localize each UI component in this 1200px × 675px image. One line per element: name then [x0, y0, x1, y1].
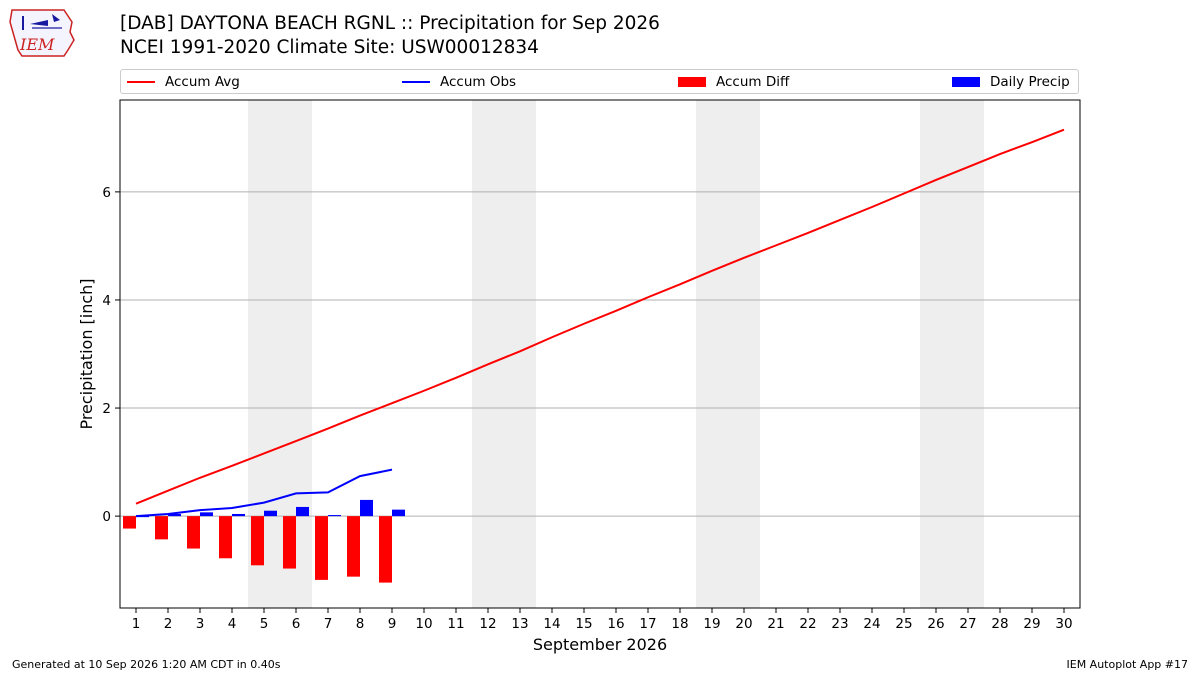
- footer-generated: Generated at 10 Sep 2026 1:20 AM CDT in …: [12, 658, 281, 671]
- accum-diff-bar: [219, 516, 232, 559]
- x-tick-label: 25: [895, 616, 912, 632]
- x-tick-label: 4: [228, 616, 237, 632]
- x-tick-label: 27: [959, 616, 976, 632]
- daily-precip-bar: [360, 499, 373, 517]
- y-tick-label: 4: [102, 293, 111, 309]
- chart-legend: Accum Avg Accum Obs Accum Diff Daily Pre…: [120, 69, 1079, 94]
- legend-swatch: [952, 77, 980, 87]
- x-tick-label: 16: [607, 616, 624, 632]
- x-tick-label: 2: [164, 616, 173, 632]
- accum-diff-bar: [187, 516, 200, 549]
- legend-item-accum-diff: Accum Diff: [678, 73, 789, 91]
- x-tick-label: 9: [388, 616, 397, 632]
- legend-item-accum-obs: Accum Obs: [402, 73, 516, 91]
- legend-label: Accum Obs: [440, 74, 517, 90]
- x-tick-label: 3: [196, 616, 205, 632]
- x-tick-label: 13: [511, 616, 528, 632]
- x-tick-label: 26: [927, 616, 944, 632]
- accum-obs-line: [135, 468, 393, 518]
- x-tick-label: 18: [671, 616, 688, 632]
- daily-precip-bar: [392, 509, 405, 517]
- x-tick-label: 6: [292, 616, 301, 632]
- accum-diff-bar: [251, 516, 264, 566]
- x-tick-label: 22: [799, 616, 816, 632]
- x-tick-label: 8: [356, 616, 365, 632]
- daily-precip-bar: [168, 513, 181, 517]
- daily-precip-bar: [200, 512, 213, 517]
- x-tick-label: 19: [703, 616, 720, 632]
- accum-diff-bar: [123, 516, 136, 529]
- weekend-band: [472, 100, 536, 608]
- title-line-1: [DAB] DAYTONA BEACH RGNL :: Precipitatio…: [120, 13, 660, 34]
- legend-swatch: [402, 81, 430, 83]
- legend-swatch: [127, 81, 155, 83]
- daily-precip-bar: [264, 510, 277, 517]
- x-tick-label: 30: [1055, 616, 1072, 632]
- x-tick-label: 20: [735, 616, 752, 632]
- weather-station-icon: [22, 16, 24, 30]
- footer-app: IEM Autoplot App #17: [1066, 658, 1189, 671]
- legend-label: Accum Diff: [716, 74, 790, 90]
- daily-precip-bar: [328, 515, 341, 517]
- legend-label: Accum Avg: [165, 74, 240, 90]
- daily-precip-bar: [232, 513, 245, 517]
- x-tick-label: 10: [415, 616, 432, 632]
- x-tick-label: 24: [863, 616, 880, 632]
- plot-frame: [119, 99, 1081, 609]
- x-tick-label: 5: [260, 616, 269, 632]
- weekend-band: [696, 100, 760, 608]
- logo-text: IEM: [19, 35, 55, 54]
- chart-title: [DAB] DAYTONA BEACH RGNL :: Precipitatio…: [120, 12, 660, 60]
- x-tick-label: 29: [1023, 616, 1040, 632]
- accum-diff-bar: [315, 516, 328, 580]
- accum-diff-bar: [347, 516, 360, 577]
- y-tick-label: 0: [102, 509, 111, 525]
- accum-diff-bar: [283, 516, 296, 569]
- legend-item-accum-avg: Accum Avg: [127, 73, 240, 91]
- x-tick-label: 1: [132, 616, 141, 632]
- accum-diff-bar: [379, 516, 392, 583]
- y-axis-label: Precipitation [inch]: [77, 278, 96, 429]
- x-axis-label: September 2026: [533, 635, 667, 654]
- x-tick-label: 11: [447, 616, 464, 632]
- x-tick-label: 14: [543, 616, 560, 632]
- legend-item-daily-precip: Daily Precip: [952, 73, 1070, 91]
- title-line-2: NCEI 1991-2020 Climate Site: USW00012834: [120, 37, 539, 58]
- daily-precip-bar: [296, 506, 309, 517]
- weekend-band: [920, 100, 984, 608]
- iem-logo: IEM: [9, 9, 75, 57]
- accum-avg-line: [135, 128, 1065, 505]
- x-tick-label: 15: [575, 616, 592, 632]
- x-tick-label: 12: [479, 616, 496, 632]
- x-tick-label: 7: [324, 616, 333, 632]
- y-tick-label: 2: [102, 401, 111, 417]
- x-tick-label: 17: [639, 616, 656, 632]
- x-tick-label: 21: [767, 616, 784, 632]
- x-tick-label: 28: [991, 616, 1008, 632]
- x-tick-label: 23: [831, 616, 848, 632]
- legend-label: Daily Precip: [990, 74, 1070, 90]
- y-tick-label: 6: [102, 185, 111, 201]
- legend-swatch: [678, 77, 706, 87]
- accum-diff-bar: [155, 516, 168, 540]
